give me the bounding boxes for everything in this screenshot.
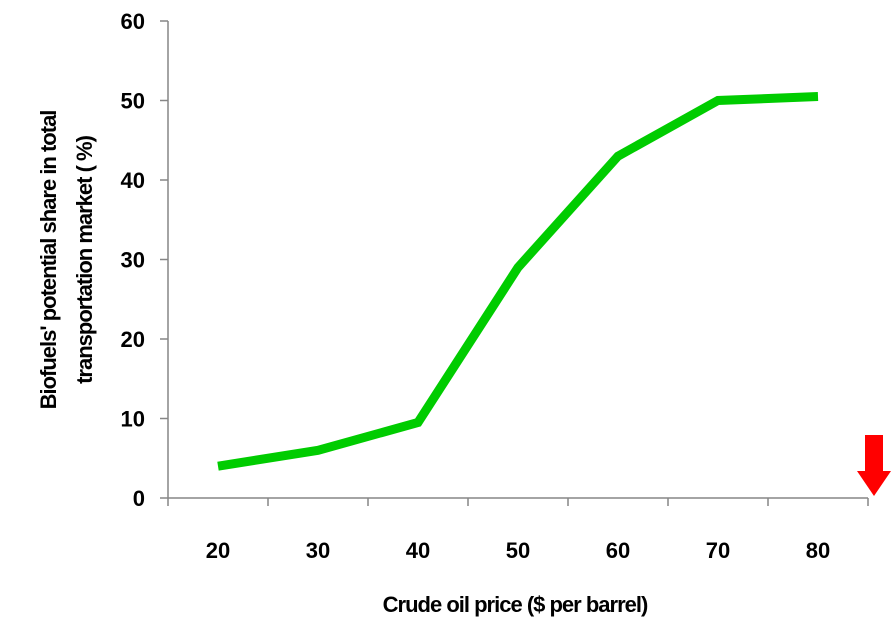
y-tick-label: 40 bbox=[121, 168, 145, 193]
y-tick-label: 50 bbox=[121, 89, 145, 114]
x-axis-title: Crude oil price ($ per barrel) bbox=[383, 592, 648, 617]
down-arrow-icon bbox=[857, 435, 891, 496]
series bbox=[217, 92, 819, 471]
x-tick-label: 60 bbox=[606, 538, 630, 563]
y-tick-label: 30 bbox=[121, 248, 145, 273]
y-tick-label: 20 bbox=[121, 327, 145, 352]
y-tick-label: 0 bbox=[133, 486, 145, 511]
y-tick-label: 10 bbox=[121, 407, 145, 432]
x-tick-label: 30 bbox=[306, 538, 330, 563]
x-tick-label: 40 bbox=[406, 538, 430, 563]
y-axis-title-line-2: transportation market ( %) bbox=[72, 135, 97, 383]
y-axis-title-line-1: Biofuels' potential share in total bbox=[36, 111, 61, 410]
x-axis: 20 30 40 50 60 70 80 bbox=[167, 497, 869, 563]
x-tick-label: 70 bbox=[706, 538, 730, 563]
x-tick-label: 20 bbox=[206, 538, 230, 563]
x-tick-label: 80 bbox=[806, 538, 830, 563]
y-axis: 0 10 20 30 40 50 60 bbox=[121, 9, 169, 511]
y-tick-label: 60 bbox=[121, 9, 145, 34]
series-line bbox=[217, 92, 819, 471]
x-tick-label: 50 bbox=[506, 538, 530, 563]
